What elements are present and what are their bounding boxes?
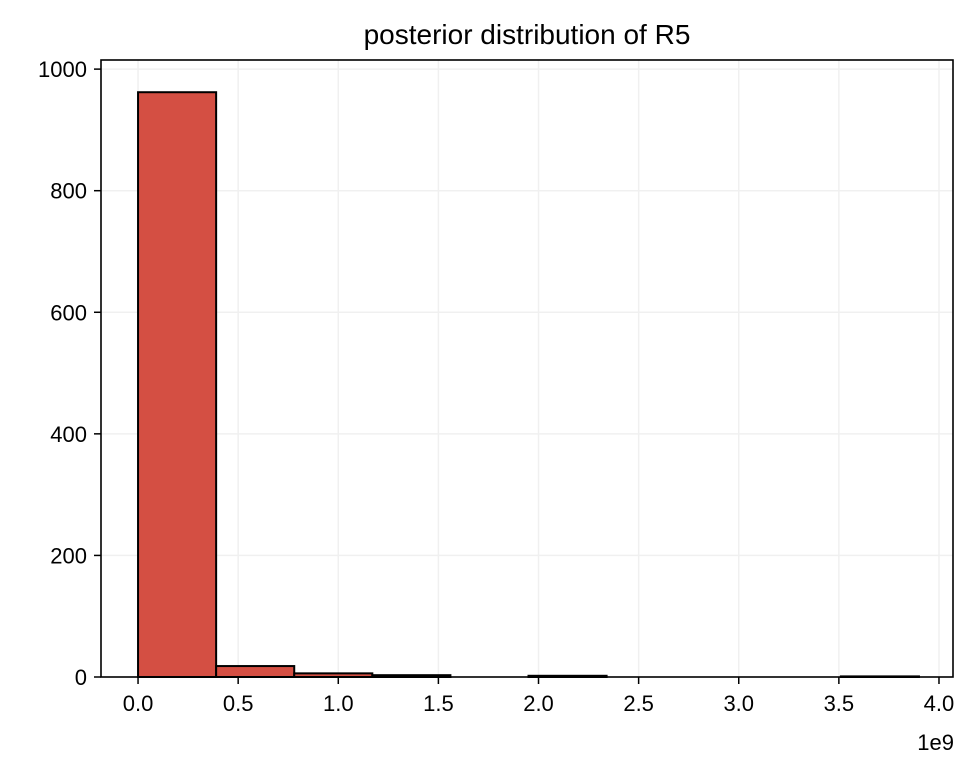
histogram-bar	[137, 91, 218, 679]
x-tick-label: 3.5	[824, 691, 855, 716]
y-tick-label: 0	[75, 665, 87, 690]
y-tick-label: 1000	[38, 57, 87, 82]
x-tick-label: 2.5	[623, 691, 654, 716]
x-tick-label: 3.0	[723, 691, 754, 716]
bars	[137, 91, 920, 679]
chart-title: posterior distribution of R5	[364, 19, 691, 50]
histogram-bar	[215, 665, 296, 678]
plot-frame	[100, 59, 954, 678]
y-tick-label: 600	[50, 300, 87, 325]
y-tick-label: 400	[50, 422, 87, 447]
grid	[101, 60, 953, 678]
x-axis: 0.0 0.5 1.0 1.5 2.0 2.5 3.0 3.5 4.0	[123, 677, 955, 716]
x-offset-label: 1e9	[917, 730, 954, 755]
x-tick-label: 1.0	[323, 691, 354, 716]
x-tick-label: 0.0	[123, 691, 154, 716]
x-tick-label: 4.0	[924, 691, 955, 716]
x-tick-label: 2.0	[523, 691, 554, 716]
x-tick-label: 0.5	[223, 691, 254, 716]
y-tick-label: 800	[50, 179, 87, 204]
x-tick-label: 1.5	[423, 691, 454, 716]
y-axis: 0 200 400 600 800 1000	[38, 57, 101, 690]
y-tick-label: 200	[50, 543, 87, 568]
